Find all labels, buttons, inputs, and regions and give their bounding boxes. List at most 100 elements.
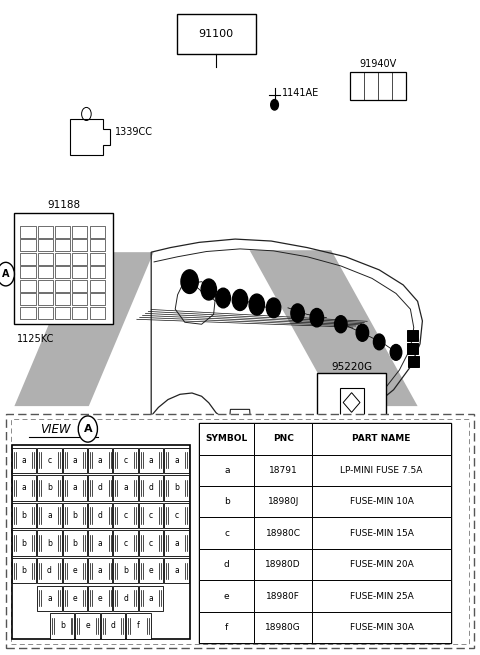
Bar: [164, 476, 189, 500]
Text: d: d: [98, 483, 103, 493]
Circle shape: [356, 324, 369, 341]
Bar: [12, 447, 36, 473]
Circle shape: [249, 294, 264, 315]
Bar: [199, 549, 254, 580]
Bar: [113, 503, 138, 528]
Bar: [63, 586, 87, 611]
Bar: [20, 266, 36, 278]
Bar: [88, 558, 112, 584]
Text: FUSE-MIN 25A: FUSE-MIN 25A: [350, 591, 413, 601]
Bar: [199, 580, 254, 612]
Bar: [254, 423, 312, 455]
Circle shape: [271, 100, 278, 110]
Text: e: e: [98, 594, 103, 603]
Bar: [50, 613, 74, 639]
Bar: [88, 531, 112, 556]
Text: f: f: [137, 622, 140, 630]
Bar: [139, 586, 163, 611]
Polygon shape: [14, 252, 154, 406]
Bar: [88, 447, 112, 473]
Text: 18980F: 18980F: [266, 591, 300, 601]
Bar: [139, 558, 163, 584]
Bar: [317, 373, 386, 426]
Bar: [20, 307, 36, 319]
Text: e: e: [72, 594, 77, 603]
Bar: [72, 239, 87, 251]
Bar: [37, 307, 53, 319]
Bar: [72, 293, 87, 305]
Text: c: c: [149, 538, 153, 548]
Text: d: d: [110, 622, 115, 630]
Bar: [139, 531, 163, 556]
Bar: [55, 239, 70, 251]
Bar: [37, 293, 53, 305]
Text: d: d: [149, 483, 154, 493]
Bar: [72, 280, 87, 291]
Text: 1125KC: 1125KC: [17, 333, 54, 344]
Bar: [113, 447, 138, 473]
Circle shape: [0, 262, 14, 286]
Text: 91188: 91188: [47, 200, 80, 210]
Text: b: b: [224, 497, 229, 506]
Text: a: a: [98, 566, 103, 575]
Bar: [113, 586, 138, 611]
Bar: [6, 414, 474, 648]
Text: b: b: [72, 511, 77, 520]
Text: c: c: [48, 456, 52, 465]
Bar: [254, 517, 312, 549]
Circle shape: [390, 345, 402, 360]
Text: a: a: [123, 483, 128, 493]
Bar: [12, 445, 190, 639]
Text: e: e: [85, 622, 90, 630]
Polygon shape: [250, 250, 418, 406]
Bar: [12, 558, 36, 584]
Circle shape: [216, 288, 230, 308]
Bar: [37, 503, 62, 528]
Text: e: e: [72, 566, 77, 575]
Text: a: a: [98, 538, 103, 548]
Bar: [14, 213, 113, 324]
Bar: [199, 612, 254, 643]
Bar: [312, 455, 451, 486]
Text: b: b: [47, 538, 52, 548]
Text: e: e: [149, 566, 153, 575]
Circle shape: [266, 298, 281, 318]
Text: a: a: [47, 511, 52, 520]
Bar: [312, 612, 451, 643]
Text: 18980C: 18980C: [266, 529, 300, 538]
Text: e: e: [224, 591, 229, 601]
Text: c: c: [124, 538, 128, 548]
Bar: [90, 225, 105, 238]
Text: FUSE-MIN 20A: FUSE-MIN 20A: [350, 560, 413, 569]
Text: b: b: [174, 483, 179, 493]
Bar: [11, 419, 469, 644]
Bar: [90, 239, 105, 251]
Bar: [63, 476, 87, 500]
Bar: [254, 486, 312, 517]
Bar: [37, 253, 53, 265]
Text: a: a: [98, 456, 103, 465]
Bar: [12, 476, 36, 500]
Bar: [72, 307, 87, 319]
Bar: [20, 225, 36, 238]
Bar: [75, 613, 100, 639]
Bar: [407, 343, 418, 354]
Bar: [12, 503, 36, 528]
Text: d: d: [123, 594, 128, 603]
Bar: [199, 517, 254, 549]
Bar: [312, 549, 451, 580]
Bar: [63, 531, 87, 556]
Text: a: a: [47, 594, 52, 603]
Text: b: b: [60, 622, 65, 630]
Bar: [408, 356, 419, 367]
Text: b: b: [22, 538, 26, 548]
Bar: [55, 225, 70, 238]
Text: a: a: [174, 538, 179, 548]
Bar: [113, 476, 138, 500]
Text: c: c: [149, 511, 153, 520]
Bar: [164, 447, 189, 473]
Text: d: d: [224, 560, 229, 569]
Bar: [90, 280, 105, 291]
Text: d: d: [98, 511, 103, 520]
Bar: [312, 486, 451, 517]
